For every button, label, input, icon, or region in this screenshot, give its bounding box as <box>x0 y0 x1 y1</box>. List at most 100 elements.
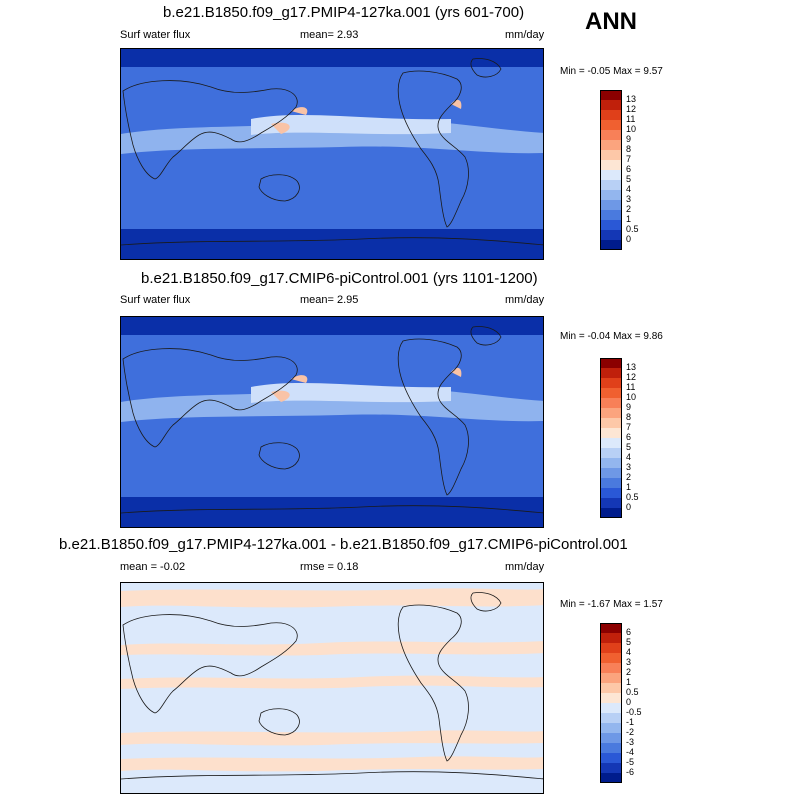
colorbar-tick-label: 11 <box>626 382 636 392</box>
colorbar-swatch <box>600 438 622 448</box>
panel-1-mean-label: mean= 2.93 <box>300 29 359 41</box>
colorbar-swatch <box>600 90 622 100</box>
colorbar-tick-label: -4 <box>626 747 635 757</box>
panel-3-map <box>120 582 544 794</box>
panel-2-mean-label: mean= 2.95 <box>300 294 359 306</box>
warm-pool <box>271 122 290 134</box>
colorbar-tick-label: 12 <box>626 104 637 114</box>
colorbar-swatch <box>600 458 622 468</box>
arctic-band <box>121 49 543 67</box>
panel-2-units-label: mm/day <box>505 294 545 306</box>
colorbar-tick-label: 6 <box>626 432 632 442</box>
colorbar-tick-label: 5 <box>626 174 632 184</box>
eurasia-africa-coast <box>122 348 298 448</box>
colorbar-tick-label: 0 <box>626 234 632 244</box>
panel-3-units-label: mm/day <box>505 561 545 573</box>
antarctica-coast <box>121 237 543 246</box>
colorbar-tick-label: 9 <box>626 402 632 412</box>
kuroshio-max <box>291 375 308 383</box>
colorbar-swatch <box>600 478 622 488</box>
panel-1-units-label: mm/day <box>505 29 545 41</box>
americas-coast <box>397 604 469 762</box>
colorbar-swatch <box>600 170 622 180</box>
colorbar-swatch <box>600 663 622 673</box>
panel-2-map <box>120 316 544 528</box>
greenland-coast <box>470 58 502 78</box>
eurasia-africa-coast <box>122 614 298 714</box>
panel-3-mean-label: mean = -0.02 <box>120 561 186 573</box>
pacific-rain-band <box>251 114 451 135</box>
ocean-background <box>121 49 543 259</box>
colorbar-tick-label: 12 <box>626 372 637 382</box>
colorbar-tick-label: 1 <box>626 214 632 224</box>
colorbar-swatch <box>600 508 622 518</box>
positive-band-equatorial <box>121 675 543 689</box>
colorbar-tick-label: 6 <box>626 627 632 637</box>
colorbar-tick-label: 0.5 <box>626 224 639 234</box>
colorbar-tick-label: -3 <box>626 737 635 747</box>
colorbar-tick-label: 3 <box>626 194 632 204</box>
colorbar-swatch <box>600 498 622 508</box>
colorbar-swatch <box>600 743 622 753</box>
panel-1-minmax: Min = -0.05 Max = 9.57 <box>560 66 663 77</box>
colorbar-swatch <box>600 180 622 190</box>
panel-3-rmse-label: rmse = 0.18 <box>300 561 359 573</box>
colorbar-tick-label: 4 <box>626 452 632 462</box>
panel-3-minmax: Min = -1.67 Max = 1.57 <box>560 599 663 610</box>
colorbar-swatch <box>600 703 622 713</box>
colorbar-swatch <box>600 673 622 683</box>
panel-2-title: b.e21.B1850.f09_g17.CMIP6-piControl.001 … <box>141 270 538 287</box>
colorbar-swatch <box>600 388 622 398</box>
colorbar-swatch <box>600 408 622 418</box>
colorbar-tick-label: 3 <box>626 462 632 472</box>
eurasia-africa-coast <box>122 80 298 180</box>
colorbar-tick-label: 5 <box>626 442 632 452</box>
colorbar-tick-label: 8 <box>626 412 632 422</box>
colorbar-tick-label: 7 <box>626 422 632 432</box>
colorbar-tick-label: -0.5 <box>626 707 642 717</box>
colorbar-swatch <box>600 140 622 150</box>
panel-2-map-svg <box>121 317 543 527</box>
colorbar-tick-label: 10 <box>626 124 637 134</box>
colorbar-swatch <box>600 240 622 250</box>
colorbar-swatch <box>600 653 622 663</box>
colorbar-swatch <box>600 130 622 140</box>
greenland-coast <box>470 326 502 346</box>
positive-band-southern-ocean <box>121 756 543 772</box>
colorbar-swatch <box>600 110 622 120</box>
colorbar-swatch <box>600 693 622 703</box>
gulf-stream-max <box>451 367 462 377</box>
colorbar-tick-label: -5 <box>626 757 635 767</box>
colorbar-tick-label: -6 <box>626 767 635 777</box>
colorbar-swatch <box>600 773 622 783</box>
colorbar-swatch <box>600 448 622 458</box>
colorbar-swatch <box>600 358 622 368</box>
colorbar-swatch <box>600 763 622 773</box>
americas-coast <box>397 338 469 496</box>
colorbar-tick-label: 9 <box>626 134 632 144</box>
antarctica-coast <box>121 505 543 514</box>
australia-coast <box>258 708 300 736</box>
colorbar-tick-label: 10 <box>626 392 637 402</box>
colorbar-swatch <box>600 378 622 388</box>
colorbar-swatch <box>600 733 622 743</box>
gulf-stream-max <box>451 99 462 109</box>
colorbar-tick-label: -2 <box>626 727 635 737</box>
coastlines <box>121 326 543 514</box>
australia-coast <box>258 174 300 202</box>
panel-2-minmax: Min = -0.04 Max = 9.86 <box>560 331 663 342</box>
colorbar-swatch <box>600 623 622 633</box>
colorbar-swatch <box>600 120 622 130</box>
colorbar-tick-label: 2 <box>626 667 632 677</box>
colorbar-tick-label: -1 <box>626 717 635 727</box>
colorbar-tick-label: 6 <box>626 164 632 174</box>
colorbar-swatch <box>600 418 622 428</box>
positive-band-subtropics <box>121 641 543 656</box>
kuroshio-max <box>291 107 308 115</box>
colorbar-swatch <box>600 723 622 733</box>
colorbar-tick-label: 13 <box>626 362 637 372</box>
colorbar-swatch <box>600 200 622 210</box>
season-label: ANN <box>585 8 637 35</box>
colorbar-tick-label: 11 <box>626 114 636 124</box>
greenland-coast <box>470 592 502 612</box>
